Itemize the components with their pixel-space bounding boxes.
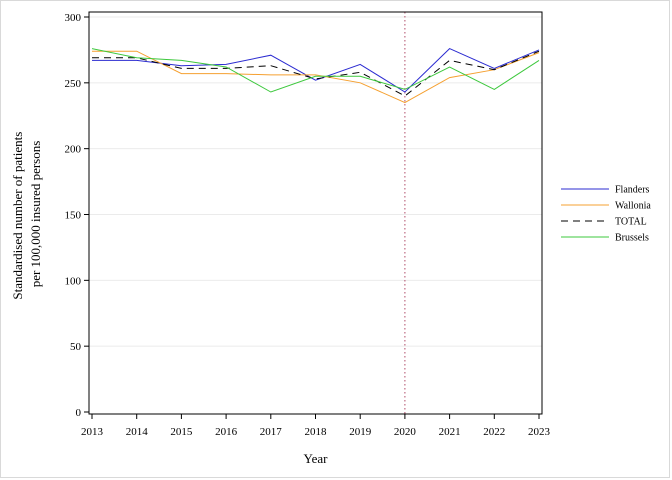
x-axis-ticks: 2013 2014 2015 2016 2017 2018 2019 2020 2021 2022… bbox=[81, 414, 551, 438]
y-axis-title-line-2: per 100,000 insured persons bbox=[28, 141, 43, 288]
x-tick-label: 2015 bbox=[170, 426, 193, 438]
plot-area-border bbox=[88, 11, 543, 415]
y-axis-ticks: 0 50 100 150 200 250 300 bbox=[65, 12, 89, 419]
legend-label-flanders: Flanders bbox=[615, 185, 650, 196]
legend-label-brussels: Brussels bbox=[615, 233, 649, 244]
grid-lines bbox=[89, 16, 542, 347]
series-group bbox=[91, 48, 540, 104]
legend-label-total: TOTAL bbox=[615, 217, 647, 228]
legend-label-wallonia: Wallonia bbox=[615, 201, 651, 212]
legend: Flanders Wallonia TOTAL Brussels bbox=[561, 185, 651, 244]
x-tick-label: 2016 bbox=[215, 426, 238, 438]
y-tick-label: 250 bbox=[65, 78, 82, 90]
x-tick-label: 2018 bbox=[305, 426, 328, 438]
y-tick-label: 150 bbox=[65, 210, 82, 222]
x-tick-label: 2022 bbox=[483, 426, 505, 438]
series-line-brussels bbox=[91, 48, 540, 93]
y-tick-label: 50 bbox=[70, 341, 82, 353]
series-line-total bbox=[92, 50, 540, 97]
y-axis-title: Standardised number of patients per 100,… bbox=[10, 128, 43, 299]
y-tick-label: 300 bbox=[65, 12, 82, 24]
series-line-flanders bbox=[92, 48, 540, 93]
x-tick-label: 2013 bbox=[81, 426, 104, 438]
y-tick-label: 100 bbox=[65, 275, 82, 287]
x-tick-label: 2014 bbox=[126, 426, 149, 438]
y-axis-title-line-1: Standardised number of patients bbox=[10, 132, 25, 300]
x-tick-label: 2019 bbox=[349, 426, 372, 438]
y-tick-label: 0 bbox=[76, 407, 82, 419]
x-tick-label: 2017 bbox=[260, 426, 283, 438]
x-tick-label: 2023 bbox=[528, 426, 551, 438]
x-tick-label: 2020 bbox=[394, 426, 417, 438]
x-axis-title: Year bbox=[304, 451, 329, 466]
y-tick-label: 200 bbox=[65, 144, 82, 156]
x-tick-label: 2021 bbox=[439, 426, 461, 438]
